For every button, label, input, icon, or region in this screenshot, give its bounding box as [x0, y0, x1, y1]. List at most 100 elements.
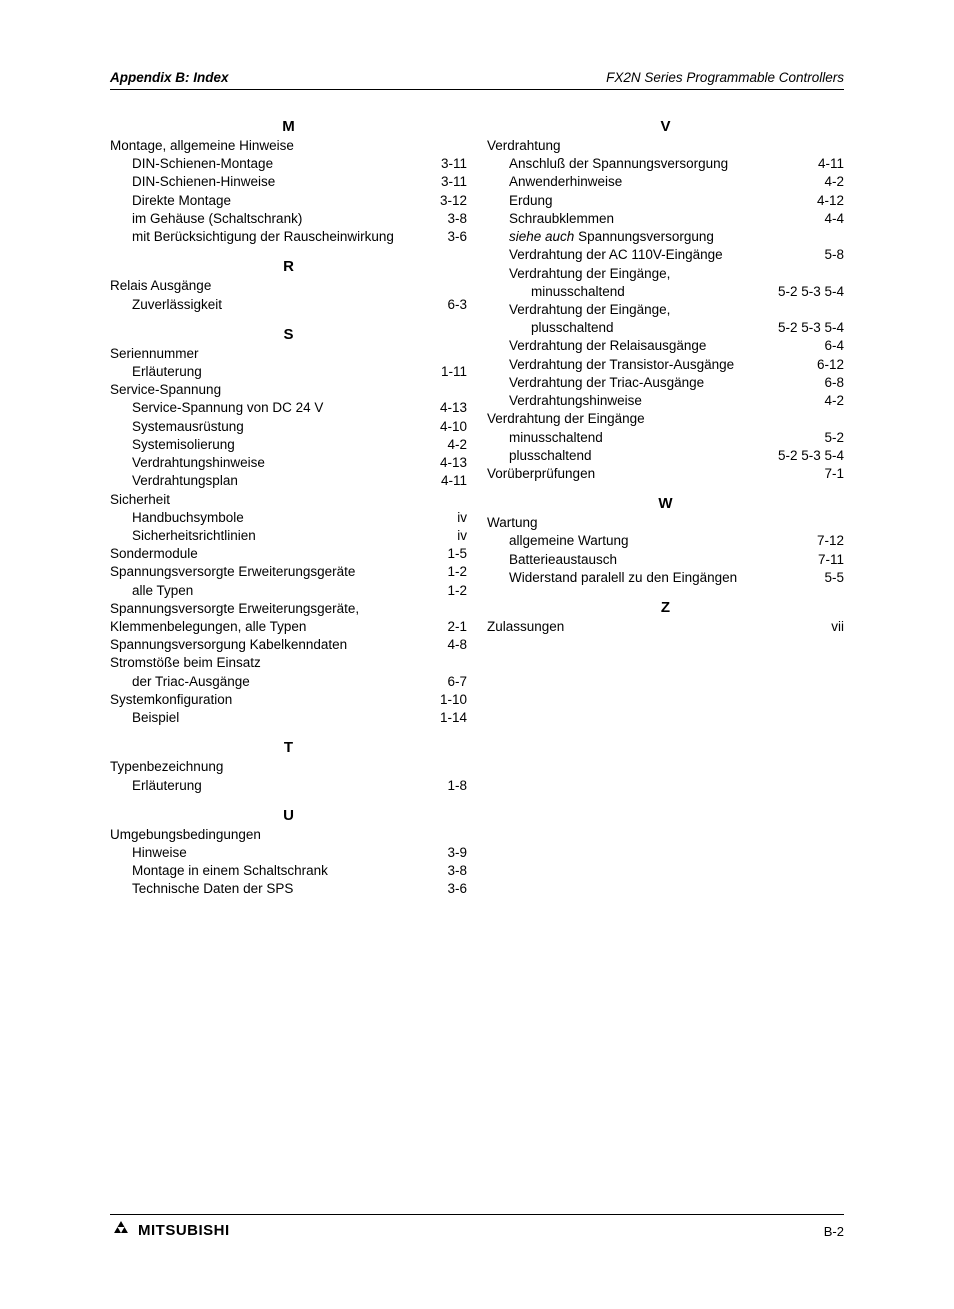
index-pages: 1-11 — [437, 363, 467, 381]
index-pages: iv — [453, 509, 467, 527]
page-header: Appendix B: Index FX2N Series Programmab… — [110, 70, 844, 90]
index-entry: allgemeine Wartung7-12 — [487, 532, 844, 550]
index-entry: Spannungsversorgte Erweiterungsgeräte1-2 — [110, 563, 467, 581]
header-left: Appendix B: Index — [110, 70, 229, 85]
page-number: B-2 — [824, 1224, 844, 1239]
index-entry: mit Berücksichtigung der Rauscheinwirkun… — [110, 228, 467, 246]
index-entry: Service-Spannung von DC 24 V4-13 — [110, 399, 467, 417]
mitsubishi-icon — [110, 1221, 132, 1239]
index-entry: Vorüberprüfungen7-1 — [487, 465, 844, 483]
index-entry: Direkte Montage3-12 — [110, 192, 467, 210]
index-pages: 4-4 — [820, 210, 844, 228]
index-entry: Montage in einem Schaltschrank3-8 — [110, 862, 467, 880]
index-pages — [463, 345, 467, 363]
index-entry: Schraubklemmen4-4 — [487, 210, 844, 228]
index-term: Verdrahtung der Eingänge, — [487, 265, 840, 283]
index-entry: Relais Ausgänge — [110, 277, 467, 295]
index-pages: 4-2 — [820, 392, 844, 410]
index-pages: 7-12 — [813, 532, 844, 550]
index-pages: 3-8 — [443, 862, 467, 880]
index-entry: minusschaltend5-2 5-3 5-4 — [487, 283, 844, 301]
index-term: Zuverlässigkeit — [110, 296, 443, 314]
index-entry: Sicherheitsrichtlinieniv — [110, 527, 467, 545]
index-pages — [463, 137, 467, 155]
index-term: alle Typen — [110, 582, 443, 600]
index-pages — [840, 228, 844, 246]
index-term: Erläuterung — [110, 777, 443, 795]
index-entry: Systemkonfiguration1-10 — [110, 691, 467, 709]
index-term: Direkte Montage — [110, 192, 436, 210]
index-entry: Systemisolierung4-2 — [110, 436, 467, 454]
index-term: Verdrahtungsplan — [110, 472, 437, 490]
index-pages: 7-1 — [820, 465, 844, 483]
index-entry: Spannungsversorgung Kabelkenndaten4-8 — [110, 636, 467, 654]
index-term: Verdrahtungshinweise — [110, 454, 436, 472]
index-term: Wartung — [487, 514, 840, 532]
index-entry: Verdrahtung der Relaisausgänge6-4 — [487, 337, 844, 355]
index-entry: Verdrahtungshinweise4-13 — [110, 454, 467, 472]
index-pages: 1-8 — [443, 777, 467, 795]
index-term: Relais Ausgänge — [110, 277, 463, 295]
index-term: Batterieaustausch — [487, 551, 814, 569]
index-entry: alle Typen1-2 — [110, 582, 467, 600]
index-entry: Erläuterung1-11 — [110, 363, 467, 381]
index-pages: 5-2 — [820, 429, 844, 447]
index-pages: 3-11 — [437, 173, 467, 191]
index-entry: Handbuchsymboleiv — [110, 509, 467, 527]
index-term: Spannungsversorgte Erweiterungsgeräte — [110, 563, 443, 581]
index-pages: 6-12 — [813, 356, 844, 374]
index-pages: 4-10 — [436, 418, 467, 436]
index-term: Sicherheitsrichtlinien — [110, 527, 453, 545]
index-entry: Zuverlässigkeit6-3 — [110, 296, 467, 314]
section-letter: W — [487, 495, 844, 512]
index-entry: Systemausrüstung4-10 — [110, 418, 467, 436]
index-pages — [840, 301, 844, 319]
index-term: Verdrahtungshinweise — [487, 392, 820, 410]
index-pages: 1-14 — [436, 709, 467, 727]
index-entry: Service-Spannung — [110, 381, 467, 399]
index-entry: DIN-Schienen-Hinweise3-11 — [110, 173, 467, 191]
index-term: Anwenderhinweise — [487, 173, 820, 191]
index-term: Sicherheit — [110, 491, 463, 509]
index-entry: Technische Daten der SPS3-6 — [110, 880, 467, 898]
index-pages: 5-2 5-3 5-4 — [774, 319, 844, 337]
index-pages: 4-13 — [436, 454, 467, 472]
index-term: Handbuchsymbole — [110, 509, 453, 527]
index-term: Service-Spannung von DC 24 V — [110, 399, 436, 417]
index-term: allgemeine Wartung — [487, 532, 813, 550]
index-term: Spannungsversorgung Kabelkenndaten — [110, 636, 443, 654]
index-pages: 4-12 — [813, 192, 844, 210]
index-entry: der Triac-Ausgänge6-7 — [110, 673, 467, 691]
brand-logo: MITSUBISHI — [110, 1221, 230, 1239]
index-entry: Erdung4-12 — [487, 192, 844, 210]
index-term: DIN-Schienen-Montage — [110, 155, 437, 173]
index-entry: Batterieaustausch7-11 — [487, 551, 844, 569]
index-entry: Erläuterung1-8 — [110, 777, 467, 795]
index-pages — [463, 600, 467, 618]
index-pages: 5-2 5-3 5-4 — [774, 447, 844, 465]
index-term: Spannungsversorgte Erweiterungsgeräte, — [110, 600, 463, 618]
index-term: Erdung — [487, 192, 813, 210]
index-term: Schraubklemmen — [487, 210, 820, 228]
index-pages — [840, 137, 844, 155]
index-pages — [463, 381, 467, 399]
index-term: Service-Spannung — [110, 381, 463, 399]
index-entry: Sondermodule1-5 — [110, 545, 467, 563]
index-term: plusschaltend — [487, 447, 774, 465]
index-pages: iv — [453, 527, 467, 545]
index-term: Verdrahtung der Relaisausgänge — [487, 337, 820, 355]
index-pages: 3-6 — [443, 880, 467, 898]
index-pages: 4-8 — [443, 636, 467, 654]
section-letter: T — [110, 739, 467, 756]
index-columns: MMontage, allgemeine HinweiseDIN-Schiene… — [110, 118, 844, 899]
index-pages: 7-11 — [814, 551, 844, 569]
index-entry: Verdrahtung der Eingänge, — [487, 265, 844, 283]
index-term: Zulassungen — [487, 618, 827, 636]
index-entry: Umgebungsbedingungen — [110, 826, 467, 844]
index-term: Verdrahtung der AC 110V-Eingänge — [487, 246, 820, 264]
index-term: Verdrahtung der Transistor-Ausgänge — [487, 356, 813, 374]
section-letter: R — [110, 258, 467, 275]
index-pages: 1-10 — [436, 691, 467, 709]
index-term: Systemausrüstung — [110, 418, 436, 436]
index-term: im Gehäuse (Schaltschrank) — [110, 210, 443, 228]
